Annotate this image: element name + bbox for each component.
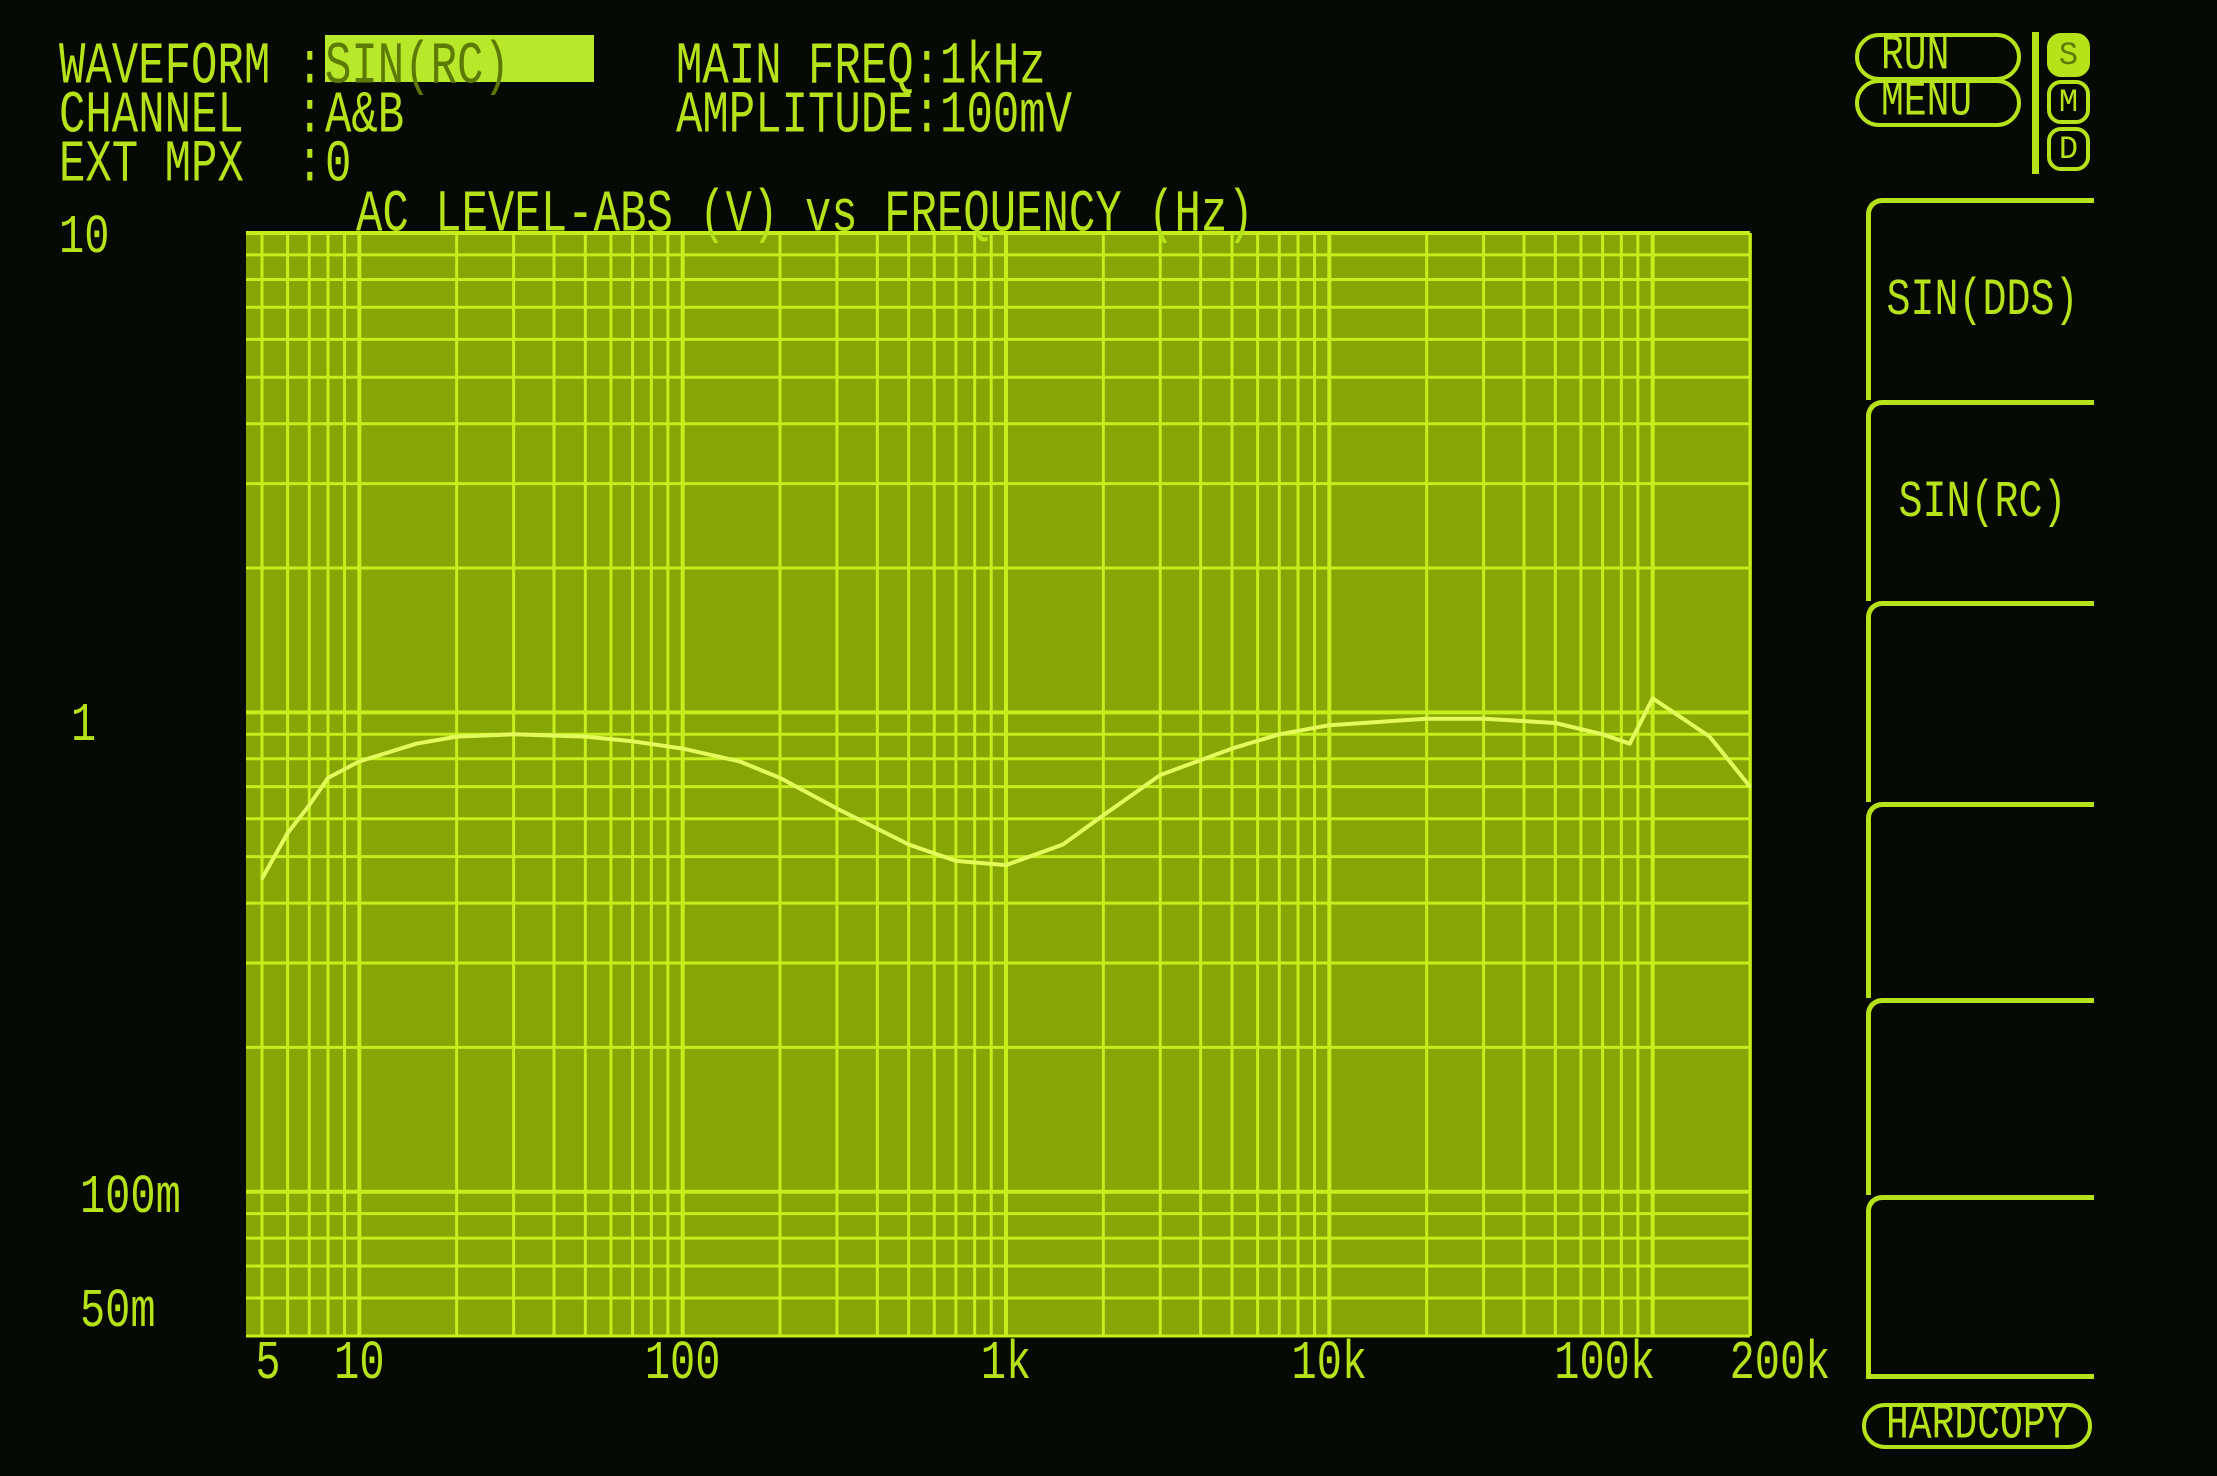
y-tick-label: 10 [59,206,109,269]
data-point [260,877,264,881]
data-point [1158,773,1162,777]
data-point [1651,696,1655,700]
softkey-3[interactable] [1866,601,2094,802]
data-point [954,859,958,863]
amplitude: AMPLITUDE:100mV [676,82,1073,151]
main-freq: MAIN FREQ:1kHz [676,33,1046,102]
data-point [1230,747,1234,751]
chart-title: AC LEVEL-ABS (V) vs FREQUENCY (Hz) [356,181,1254,250]
data-point [326,776,330,780]
x-tick-label: 5 [255,1332,280,1395]
data-point [778,776,782,780]
softkey-6[interactable] [1866,1195,2094,1374]
data-point [907,843,911,847]
data-point [1748,785,1752,789]
data-point [512,732,516,736]
x-tick-label: 10 [334,1332,384,1395]
x-tick-label: 100 [645,1332,721,1395]
data-point [1061,843,1065,847]
status-divider [2032,32,2039,174]
mode-d-indicator: D [2047,127,2090,171]
channel-label: CHANNEL : [59,82,324,151]
data-point [583,735,587,739]
softkey-divider [1866,1374,2094,1379]
data-point [286,831,290,835]
mode-s-indicator: S [2047,33,2090,77]
waveform-label: WAVEFORM : [59,33,324,102]
menu-label: MENU [1881,74,1973,131]
x-tick-label: 200k [1730,1332,1831,1395]
data-point [1004,863,1008,867]
data-point [1708,735,1712,739]
softkey-2[interactable]: SIN(RC) [1866,400,2094,601]
data-point [1482,717,1486,721]
data-point [1101,813,1105,817]
y-tick-label: 1 [71,694,96,757]
data-point [738,759,742,763]
plot-area [246,233,1752,1336]
menu-button[interactable]: MENU [1855,74,2021,131]
x-tick-label: 1k [981,1332,1031,1395]
data-point [631,739,635,743]
mode-m-indicator: M [2047,80,2090,124]
softkey-1-label: SIN(DDS) [1886,272,2079,331]
hardcopy-button[interactable]: HARDCOPY [1862,1397,2092,1454]
ext-mpx-label: EXT MPX : [59,131,324,200]
hardcopy-label: HARDCOPY [1886,1397,2069,1454]
run-label: RUN [1881,28,1950,85]
data-point [414,742,418,746]
data-point [1553,721,1557,725]
data-point [681,747,685,751]
y-tick-label: 50m [80,1280,156,1343]
softkey-4[interactable] [1866,802,2094,998]
data-point [1327,723,1331,727]
data-point [1628,742,1632,746]
x-tick-label: 10k [1292,1332,1368,1395]
softkey-2-label: SIN(RC) [1898,473,2067,533]
data-point [307,803,311,807]
channel-value: A&B [325,82,405,151]
data-point [357,759,361,763]
data-point [1425,717,1429,721]
data-point [455,735,459,739]
waveform-highlight [325,35,594,82]
data-point [1277,732,1281,736]
ext-mpx-value: 0 [325,131,352,200]
x-tick-label: 100k [1554,1332,1655,1395]
data-point [835,807,839,811]
data-point [1601,732,1605,736]
softkey-1[interactable]: SIN(DDS) [1866,198,2094,400]
y-tick-label: 100m [80,1166,181,1229]
waveform-value[interactable]: SIN(RC) [325,33,510,102]
softkey-5[interactable] [1866,998,2094,1195]
